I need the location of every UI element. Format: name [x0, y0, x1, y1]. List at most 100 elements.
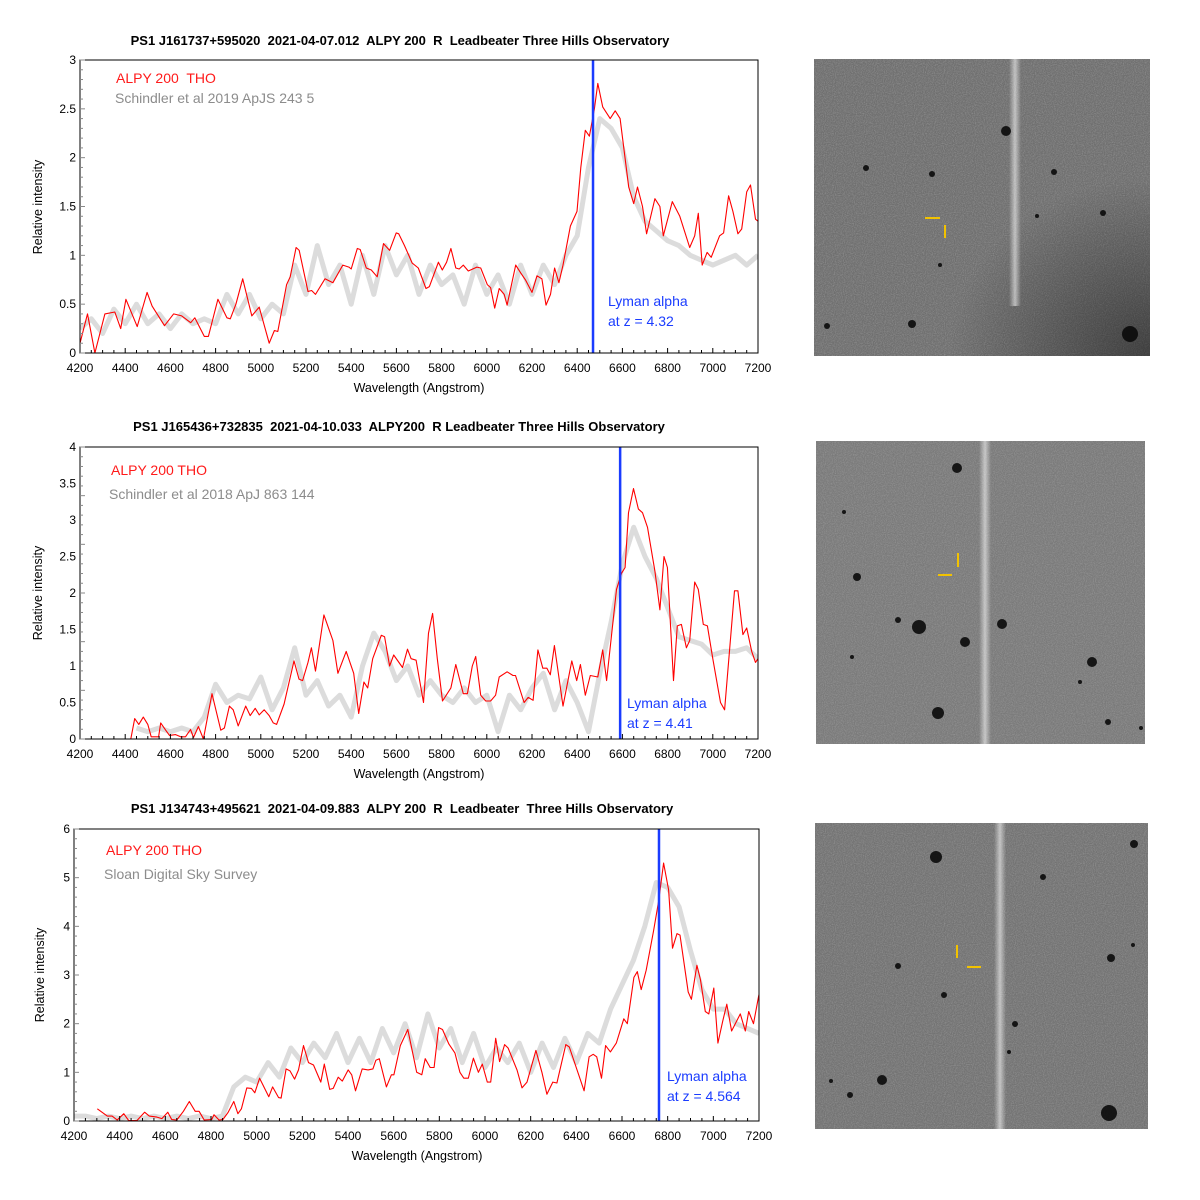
y-tick-label: 2.5: [59, 102, 76, 116]
x-axis-label: Wavelength (Angstrom): [354, 381, 485, 395]
x-tick-label: 5400: [335, 1129, 362, 1143]
x-tick-label: 4800: [198, 1129, 225, 1143]
y-tick-label: 1.5: [59, 623, 76, 637]
observed-spectrum-line: [130, 488, 758, 739]
star: [842, 510, 846, 514]
lyman-alpha-label: Lyman alpha: [627, 695, 707, 711]
x-tick-label: 6800: [654, 747, 681, 761]
y-tick-label: 3: [63, 968, 70, 982]
chart-3: PS1 J134743+495621 2021-04-09.883 ALPY 2…: [33, 801, 747, 1163]
star: [824, 323, 830, 329]
star: [853, 573, 861, 581]
x-tick-label: 5800: [428, 361, 455, 375]
star: [1040, 874, 1046, 880]
x-tick-label: 6000: [473, 361, 500, 375]
x-tick-label: 4800: [202, 747, 229, 761]
field-image-3: [815, 823, 1148, 1129]
y-axis-label: Relative intensity: [33, 927, 47, 1022]
star: [1087, 657, 1097, 667]
x-tick-label: 5600: [383, 747, 410, 761]
legend-reference: Schindler et al 2019 ApJS 243 5: [115, 90, 314, 106]
chart-1: PS1 J161737+595020 2021-04-07.012 ALPY 2…: [31, 33, 688, 395]
star: [912, 620, 926, 634]
x-tick-label: 6000: [472, 1129, 499, 1143]
spectrograph-slit: [979, 441, 991, 744]
y-tick-label: 0: [69, 346, 76, 360]
star: [1122, 326, 1138, 342]
observed-spectrum-line: [96, 862, 759, 1121]
y-tick-label: 0.5: [59, 297, 76, 311]
y-axis-label: Relative intensity: [31, 545, 45, 640]
x-tick-label: 5200: [293, 361, 320, 375]
lyman-alpha-label: Lyman alpha: [667, 1068, 747, 1084]
redshift-label: at z = 4.41: [627, 715, 693, 731]
star: [850, 655, 854, 659]
plot-area-2: 4200 4400 4600 4800 5000 5200 5400 5600 5800 6000…: [59, 440, 771, 761]
x-tick-label: 5200: [293, 747, 320, 761]
star: [877, 1075, 887, 1085]
y-tick-label: 3: [69, 53, 76, 67]
y-axis-label: Relative intensity: [31, 159, 45, 254]
star: [932, 707, 944, 719]
y-tick-label: 3: [69, 513, 76, 527]
star: [1012, 1021, 1018, 1027]
x-tick-label: 7200: [745, 747, 772, 761]
star: [929, 171, 935, 177]
star: [829, 1079, 833, 1083]
redshift-label: at z = 4.564: [667, 1088, 741, 1104]
star: [1035, 214, 1039, 218]
x-tick-label: 6800: [654, 361, 681, 375]
x-tick-label: 4600: [157, 747, 184, 761]
x-tick-label: 4200: [67, 361, 94, 375]
field-image-2: [816, 441, 1145, 744]
legend-reference: Sloan Digital Sky Survey: [104, 866, 257, 882]
chart-title: PS1 J161737+595020 2021-04-07.012 ALPY 2…: [131, 33, 671, 48]
x-axis-label: Wavelength (Angstrom): [354, 767, 485, 781]
chart-title: PS1 J165436+732835 2021-04-10.033 ALPY20…: [133, 419, 666, 434]
x-tick-label: 4400: [106, 1129, 133, 1143]
chart-2: PS1 J165436+732835 2021-04-10.033 ALPY20…: [31, 419, 707, 781]
x-tick-label: 5600: [380, 1129, 407, 1143]
x-tick-label: 4400: [112, 747, 139, 761]
y-tick-label: 1: [69, 659, 76, 673]
redshift-label: at z = 4.32: [608, 313, 674, 329]
x-tick-label: 5600: [383, 361, 410, 375]
x-tick-label: 4200: [61, 1129, 88, 1143]
plot-area-1: 4200 4400 4600 4800 5000 5200 5400 5600 5800 6000…: [59, 53, 771, 375]
x-tick-label: 6400: [564, 361, 591, 375]
chart-title: PS1 J134743+495621 2021-04-09.883 ALPY 2…: [131, 801, 674, 816]
x-tick-label: 6200: [519, 361, 546, 375]
y-tick-label: 4: [63, 919, 70, 933]
x-tick-label: 4600: [157, 361, 184, 375]
lyman-alpha-label: Lyman alpha: [608, 293, 688, 309]
legend-reference: Schindler et al 2018 ApJ 863 144: [109, 486, 315, 502]
x-tick-label: 4800: [202, 361, 229, 375]
y-tick-label: 1: [69, 248, 76, 262]
star: [952, 463, 962, 473]
x-tick-label: 5400: [338, 361, 365, 375]
star: [938, 263, 942, 267]
y-tick-label: 2: [69, 586, 76, 600]
x-tick-label: 5000: [247, 747, 274, 761]
spectrograph-slit: [994, 823, 1006, 1129]
y-tick-label: 6: [63, 822, 70, 836]
x-tick-label: 5800: [426, 1129, 453, 1143]
y-tick-label: 0: [69, 732, 76, 746]
x-tick-label: 6400: [563, 1129, 590, 1143]
x-tick-label: 6200: [519, 747, 546, 761]
star: [941, 992, 947, 998]
x-tick-label: 7200: [746, 1129, 773, 1143]
x-tick-label: 5000: [243, 1129, 270, 1143]
x-tick-label: 4400: [112, 361, 139, 375]
x-tick-label: 6600: [609, 1129, 636, 1143]
star: [908, 320, 916, 328]
y-tick-label: 1: [63, 1065, 70, 1079]
star: [997, 619, 1007, 629]
spectrum-plots: 4200 4400 4600 4800 5000 5200 5400 5600 5800 6000…: [59, 53, 772, 1143]
reference-spectrum-line: [135, 524, 758, 735]
field-image-1: [814, 59, 1150, 356]
x-tick-label: 4200: [67, 747, 94, 761]
y-tick-label: 5: [63, 871, 70, 885]
star: [960, 637, 970, 647]
